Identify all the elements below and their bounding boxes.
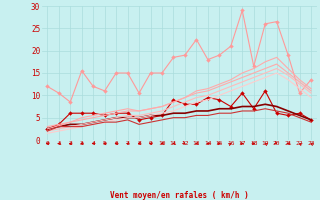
Text: Vent moyen/en rafales ( km/h ): Vent moyen/en rafales ( km/h )	[110, 191, 249, 200]
